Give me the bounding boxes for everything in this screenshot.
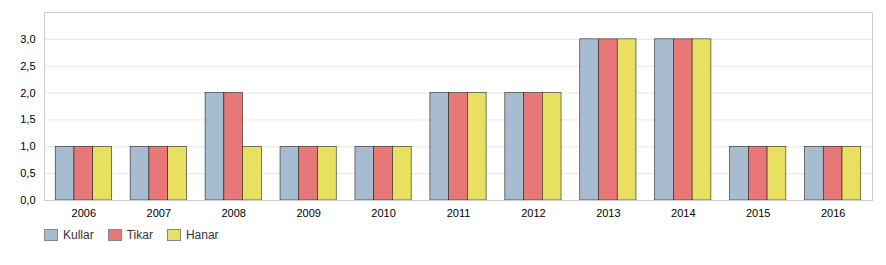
- svg-text:0,0: 0,0: [20, 194, 35, 206]
- svg-text:2015: 2015: [746, 207, 770, 219]
- svg-text:2010: 2010: [371, 207, 395, 219]
- svg-text:2,0: 2,0: [20, 87, 35, 99]
- svg-text:2,5: 2,5: [20, 60, 35, 72]
- svg-text:2011: 2011: [447, 207, 471, 219]
- html-text:Hanar: Hanar: [185, 228, 219, 242]
- svg-text:2009: 2009: [296, 207, 320, 219]
- svg-text:2014: 2014: [671, 207, 695, 219]
- svg-text:2012: 2012: [521, 207, 545, 219]
- html-text:Tikar: Tikar: [126, 228, 153, 242]
- html-text:Kullar: Kullar: [63, 228, 94, 242]
- svg-text:3,0: 3,0: [20, 33, 35, 45]
- svg-text:2008: 2008: [221, 207, 245, 219]
- svg-text:0,5: 0,5: [20, 167, 35, 179]
- svg-text:2007: 2007: [147, 207, 171, 219]
- svg-text:2016: 2016: [821, 207, 845, 219]
- svg-text:1,0: 1,0: [20, 140, 35, 152]
- svg-text:2013: 2013: [596, 207, 620, 219]
- svg-text:1,5: 1,5: [20, 113, 35, 125]
- svg-text:2006: 2006: [72, 207, 96, 219]
